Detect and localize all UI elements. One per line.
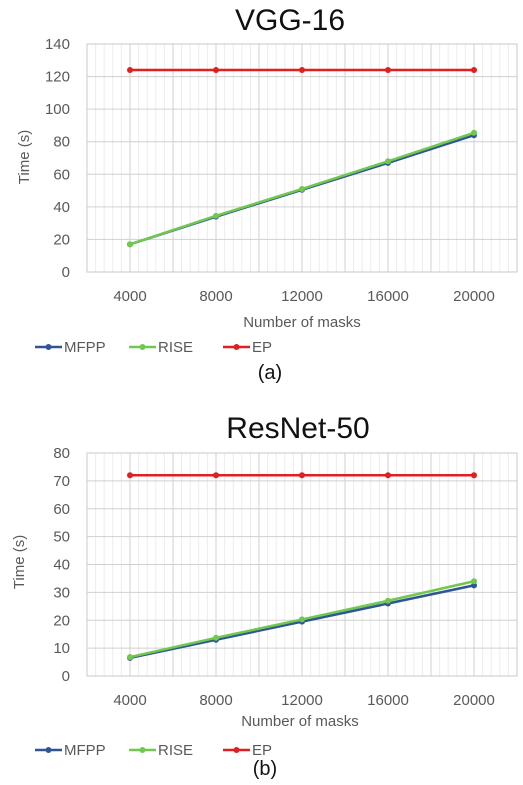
- data-point-ep: [213, 67, 219, 74]
- y-axis-label: Time (s): [16, 130, 33, 184]
- y-tick-label: 40: [53, 199, 70, 216]
- chart-title: VGG-16: [235, 4, 345, 37]
- data-point-rise: [471, 578, 477, 585]
- legend-marker-mfpp: [45, 747, 52, 753]
- legend-label-mfpp: MFPP: [64, 742, 106, 759]
- data-point-rise: [213, 212, 219, 219]
- y-tick-label: 40: [53, 557, 70, 574]
- data-point-ep: [299, 67, 305, 74]
- chart-title: ResNet-50: [226, 412, 369, 445]
- x-tick-label: 16000: [367, 288, 409, 305]
- plot-area-border: [86, 452, 518, 677]
- y-tick-label: 140: [45, 36, 70, 53]
- x-axis-label: Number of masks: [243, 314, 361, 331]
- x-tick-label: 20000: [453, 288, 495, 305]
- y-tick-label: 30: [53, 584, 70, 601]
- data-point-ep: [471, 472, 477, 479]
- y-tick-label: 120: [45, 69, 70, 86]
- y-tick-label: 80: [53, 134, 70, 151]
- legend-marker-mfpp: [45, 344, 52, 350]
- x-tick-label: 4000: [113, 692, 146, 709]
- data-point-ep: [385, 472, 391, 479]
- chart-vgg16: VGG-16 Time (s) Number of masks (a) 0 20 4…: [16, 4, 518, 384]
- chart-panel-vgg16: VGG-16 Time (s) Number of masks (a) 0 20 4…: [0, 0, 523, 392]
- x-tick-label: 8000: [199, 288, 232, 305]
- data-point-ep: [471, 67, 477, 74]
- data-point-ep: [299, 472, 305, 479]
- legend-marker-ep: [233, 344, 240, 350]
- legend-label-ep: EP: [252, 742, 272, 759]
- x-tick-label: 4000: [113, 288, 146, 305]
- y-tick-label: 60: [53, 166, 70, 183]
- x-tick-label: 20000: [453, 692, 495, 709]
- legend-label-mfpp: MFPP: [64, 339, 106, 356]
- x-tick-label: 16000: [367, 692, 409, 709]
- y-tick-label: 20: [53, 612, 70, 629]
- y-tick-label: 100: [45, 101, 70, 118]
- y-tick-label: 10: [53, 640, 70, 657]
- legend-label-ep: EP: [252, 339, 272, 356]
- x-tick-label: 12000: [281, 288, 323, 305]
- data-point-rise: [213, 634, 219, 641]
- y-tick-label: 0: [62, 264, 70, 281]
- data-point-rise: [127, 241, 133, 248]
- legend-marker-ep: [233, 747, 240, 753]
- y-tick-label: 20: [53, 231, 70, 248]
- chart-panel-resnet50: ResNet-50 Time (s) Number of masks (b) 0…: [0, 392, 523, 785]
- plot-area-border: [86, 43, 518, 273]
- data-point-rise: [299, 185, 305, 192]
- y-tick-label: 80: [53, 445, 70, 462]
- y-tick-label: 60: [53, 501, 70, 518]
- x-axis-label: Number of masks: [241, 713, 359, 730]
- data-point-rise: [127, 654, 133, 661]
- chart-resnet50: ResNet-50 Time (s) Number of masks (b) 0…: [11, 412, 518, 780]
- x-tick-label: 8000: [199, 692, 232, 709]
- data-point-mfpp: [471, 582, 477, 589]
- y-tick-label: 50: [53, 529, 70, 546]
- data-point-ep: [127, 67, 133, 74]
- legend-label-rise: RISE: [158, 742, 193, 759]
- data-point-rise: [385, 158, 391, 165]
- data-point-ep: [385, 67, 391, 74]
- legend-marker-rise: [139, 344, 146, 350]
- data-point-rise: [299, 616, 305, 623]
- x-tick-label: 12000: [281, 692, 323, 709]
- y-tick-label: 70: [53, 473, 70, 490]
- subfigure-caption: (a): [258, 362, 282, 384]
- y-tick-label: 0: [62, 668, 70, 685]
- legend-label-rise: RISE: [158, 339, 193, 356]
- data-point-rise: [385, 597, 391, 604]
- data-point-ep: [213, 472, 219, 479]
- subfigure-caption: (b): [253, 758, 277, 780]
- data-point-rise: [471, 129, 477, 136]
- legend-marker-rise: [139, 747, 146, 753]
- y-axis-label: Time (s): [11, 535, 28, 589]
- data-point-ep: [127, 472, 133, 479]
